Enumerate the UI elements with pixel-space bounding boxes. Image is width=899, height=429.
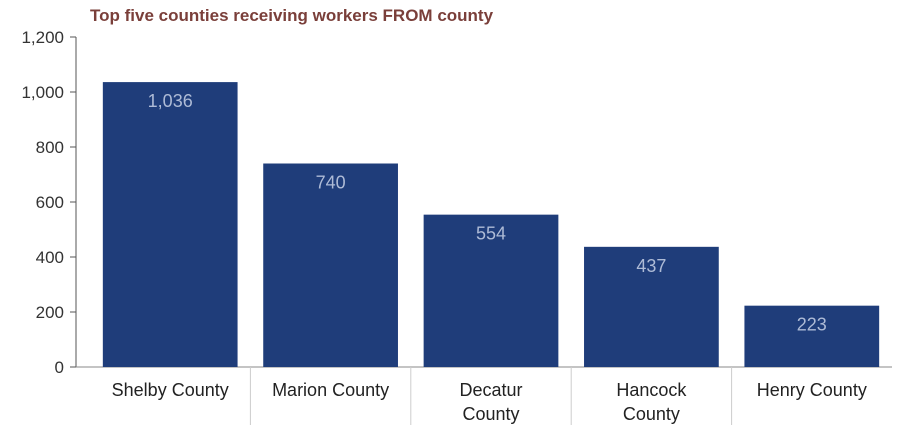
y-tick-label: 200 [36, 303, 64, 322]
data-label: 554 [476, 224, 506, 244]
x-tick-label: Shelby County [112, 380, 229, 400]
y-tick-label: 1,000 [21, 83, 64, 102]
y-tick-label: 800 [36, 138, 64, 157]
y-tick-label: 1,200 [21, 28, 64, 47]
x-tick-label: Henry County [757, 380, 867, 400]
x-tick-label: Hancock County [616, 380, 687, 424]
bar [263, 163, 398, 367]
x-tick-label: Decatur County [459, 380, 522, 424]
data-label: 740 [316, 173, 346, 193]
data-label: 223 [797, 315, 827, 335]
bar [584, 246, 719, 367]
y-tick-label: 400 [36, 248, 64, 267]
bar [744, 305, 880, 367]
y-tick-label: 600 [36, 193, 64, 212]
data-label: 1,036 [148, 91, 193, 111]
data-label: 437 [636, 256, 666, 276]
chart-title: Top five counties receiving workers FROM… [90, 6, 494, 25]
y-tick-label: 0 [55, 358, 64, 377]
x-tick-label: Marion County [272, 380, 389, 400]
bar [102, 82, 238, 367]
bar [423, 214, 559, 367]
